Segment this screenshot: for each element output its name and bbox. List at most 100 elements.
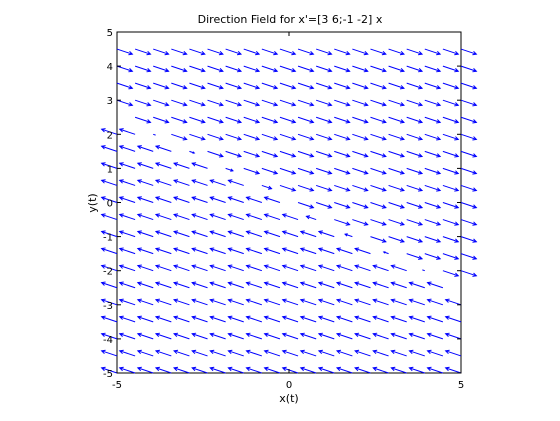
direction-arrow [136, 349, 154, 357]
direction-arrow [261, 65, 279, 73]
direction-arrow [426, 332, 444, 340]
direction-arrow [281, 213, 299, 221]
direction-arrow [263, 349, 281, 357]
direction-arrow [372, 264, 389, 272]
direction-arrow [191, 264, 208, 272]
direction-arrow [134, 65, 152, 73]
direction-arrow [191, 349, 208, 357]
direction-arrow [209, 264, 226, 272]
direction-arrow [424, 82, 442, 90]
direction-arrow [136, 247, 154, 255]
direction-arrow [279, 99, 297, 107]
direction-arrow [315, 184, 333, 192]
direction-arrow [154, 230, 172, 238]
direction-arrow [352, 167, 369, 175]
direction-arrow [263, 196, 281, 203]
direction-arrow [116, 65, 134, 73]
direction-arrow [153, 48, 170, 56]
direction-arrow [299, 332, 317, 340]
direction-arrow [173, 349, 190, 357]
direction-arrow [460, 116, 478, 124]
direction-arrow [335, 298, 353, 306]
direction-arrow [408, 349, 425, 357]
direction-arrow [225, 133, 243, 141]
direction-arrow [281, 366, 299, 374]
direction-arrow [299, 298, 317, 306]
direction-arrow [444, 315, 462, 323]
direction-arrow [354, 281, 371, 289]
direction-arrow [171, 65, 188, 73]
direction-arrow [372, 281, 389, 289]
direction-arrow [154, 179, 172, 186]
direction-arrow [424, 236, 442, 243]
direction-arrow [171, 133, 188, 141]
direction-arrow [370, 202, 387, 209]
direction-arrow [261, 167, 279, 175]
direction-arrow [334, 133, 351, 141]
direction-arrow [191, 281, 208, 289]
direction-arrow [422, 269, 425, 272]
direction-arrow [460, 202, 478, 209]
direction-arrow [354, 247, 371, 255]
direction-arrow [426, 315, 444, 323]
direction-arrow [424, 65, 442, 73]
direction-arrow [191, 298, 208, 306]
direction-arrow [334, 48, 351, 56]
direction-arrow [136, 332, 154, 340]
direction-arrow [116, 99, 134, 107]
direction-arrow [388, 82, 405, 90]
direction-arrow [315, 99, 333, 107]
direction-arrow [209, 366, 226, 374]
direction-arrow [227, 179, 244, 186]
x-axis-label: x(t) [279, 392, 298, 405]
direction-arrow [460, 82, 478, 90]
direction-arrow [442, 82, 460, 90]
direction-arrow [297, 48, 315, 56]
direction-arrow [426, 349, 444, 357]
direction-arrow [444, 366, 462, 374]
direction-arrow [442, 236, 460, 243]
direction-arrow [305, 215, 317, 221]
direction-arrow [299, 281, 317, 289]
direction-arrow [406, 236, 424, 243]
direction-arrow [297, 82, 315, 90]
direction-arrow [245, 315, 263, 323]
y-axis-label: y(t) [86, 193, 99, 212]
direction-arrow [315, 116, 333, 124]
y-tick-label: 1 [107, 164, 113, 175]
direction-arrow [352, 82, 369, 90]
direction-arrow [191, 315, 208, 323]
direction-arrow [334, 82, 351, 90]
direction-arrow [388, 65, 405, 73]
direction-arrow [263, 281, 281, 289]
direction-arrow [118, 315, 136, 323]
direction-arrow [352, 184, 369, 192]
direction-arrow [245, 213, 263, 221]
direction-arrow [207, 99, 224, 107]
direction-arrow [406, 99, 424, 107]
direction-arrow [243, 48, 261, 56]
direction-arrow [424, 184, 442, 192]
direction-arrow [297, 184, 315, 192]
direction-arrow [354, 366, 371, 374]
direction-arrow [263, 264, 281, 272]
direction-arrow [207, 82, 224, 90]
direction-arrow [460, 150, 478, 158]
direction-arrow [118, 366, 136, 374]
direction-arrow [315, 65, 333, 73]
direction-arrow [225, 48, 243, 56]
direction-arrow [227, 230, 244, 238]
direction-arrow [100, 315, 118, 323]
direction-arrow [227, 349, 244, 357]
direction-arrow [209, 230, 226, 238]
direction-arrow [442, 184, 460, 192]
direction-arrow [261, 150, 279, 158]
x-tick-label: 5 [458, 380, 464, 391]
direction-arrow [442, 150, 460, 158]
direction-arrow [189, 48, 206, 56]
direction-arrow [279, 184, 297, 192]
direction-arrow [299, 349, 317, 357]
direction-arrow [118, 281, 136, 289]
direction-arrow [154, 213, 172, 221]
